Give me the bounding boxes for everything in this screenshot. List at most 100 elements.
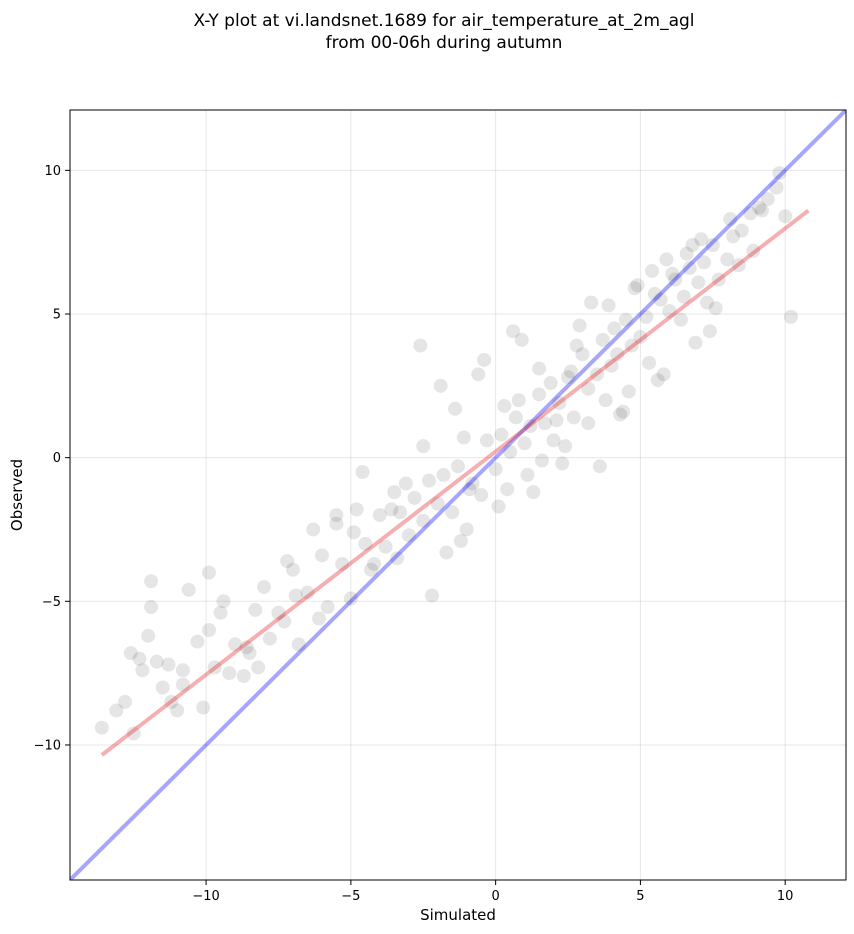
data-point (656, 367, 671, 382)
data-point (532, 387, 547, 402)
data-point (422, 473, 437, 488)
data-point (285, 562, 300, 577)
data-point (607, 321, 622, 336)
data-point (511, 393, 526, 408)
data-point (705, 238, 720, 253)
data-point (685, 238, 700, 253)
data-point (662, 304, 677, 319)
y-tick-label: 10 (44, 164, 61, 179)
data-point (413, 338, 428, 353)
data-point (584, 295, 599, 310)
data-point (201, 565, 216, 580)
x-tick-label: 5 (636, 889, 644, 904)
data-point (514, 332, 529, 347)
data-point (581, 381, 596, 396)
data-point (288, 588, 303, 603)
data-point (523, 419, 538, 434)
data-point (387, 485, 402, 500)
data-point (630, 278, 645, 293)
data-point (755, 203, 770, 218)
data-point (207, 660, 222, 675)
data-point (459, 522, 474, 537)
data-point (645, 263, 659, 278)
data-point (650, 373, 665, 388)
data-point (700, 295, 715, 310)
plot-frame (69, 109, 847, 881)
data-point (181, 582, 196, 597)
data-point (433, 378, 448, 393)
data-point (633, 329, 648, 344)
data-point (546, 433, 561, 448)
data-point (491, 499, 506, 514)
data-point (613, 407, 628, 422)
data-point (390, 551, 405, 566)
data-point (520, 467, 535, 482)
data-point (592, 459, 607, 474)
data-point (190, 634, 205, 649)
data-point (668, 272, 683, 287)
y-tick-label: 5 (53, 307, 61, 322)
data-point (155, 680, 170, 695)
data-point (393, 505, 408, 520)
data-point (109, 703, 124, 718)
data-point (248, 602, 263, 617)
data-point (123, 646, 138, 661)
data-point (769, 180, 784, 195)
data-point (500, 482, 515, 497)
data-point (445, 505, 460, 520)
data-point (355, 465, 370, 480)
data-point (552, 396, 567, 411)
data-point (517, 436, 532, 451)
data-point (566, 410, 581, 425)
data-point (711, 272, 726, 287)
data-point (314, 548, 329, 563)
data-point (175, 663, 190, 678)
data-point (222, 666, 237, 681)
data-point (329, 516, 344, 531)
data-point (144, 574, 159, 589)
data-point (364, 562, 379, 577)
data-point (335, 556, 350, 571)
data-point (262, 631, 277, 646)
grid-lines (70, 110, 846, 880)
data-point (175, 677, 190, 692)
data-point (760, 192, 775, 207)
data-point (702, 324, 717, 339)
data-point (572, 318, 587, 333)
data-point (170, 703, 185, 718)
data-point (149, 654, 164, 669)
y-tick-label: −10 (34, 738, 61, 753)
data-point (543, 375, 558, 390)
data-point (665, 266, 680, 281)
data-point (659, 252, 674, 267)
data-point (555, 456, 570, 471)
data-point (306, 522, 321, 537)
data-point (772, 166, 787, 181)
x-tick-label: −10 (192, 889, 219, 904)
data-point (242, 646, 257, 661)
data-point (581, 416, 596, 431)
data-point (349, 502, 364, 517)
data-point (384, 502, 399, 517)
data-point (228, 637, 243, 652)
data-point (691, 275, 706, 290)
data-point (164, 694, 179, 709)
data-point (196, 700, 211, 715)
chart-title-line-2: from 00-06h during autumn (326, 33, 563, 53)
data-point (610, 347, 625, 362)
data-point (731, 258, 746, 273)
data-point (462, 482, 477, 497)
y-tick-label: 0 (53, 451, 61, 466)
data-point (639, 309, 654, 324)
data-point (549, 413, 564, 428)
data-point (726, 229, 741, 244)
data-point (624, 338, 639, 353)
data-point (682, 261, 697, 276)
data-point (488, 462, 503, 477)
data-point (291, 637, 306, 652)
data-point (236, 669, 251, 684)
data-point (320, 600, 335, 615)
data-point (534, 453, 549, 468)
data-point (94, 720, 109, 735)
